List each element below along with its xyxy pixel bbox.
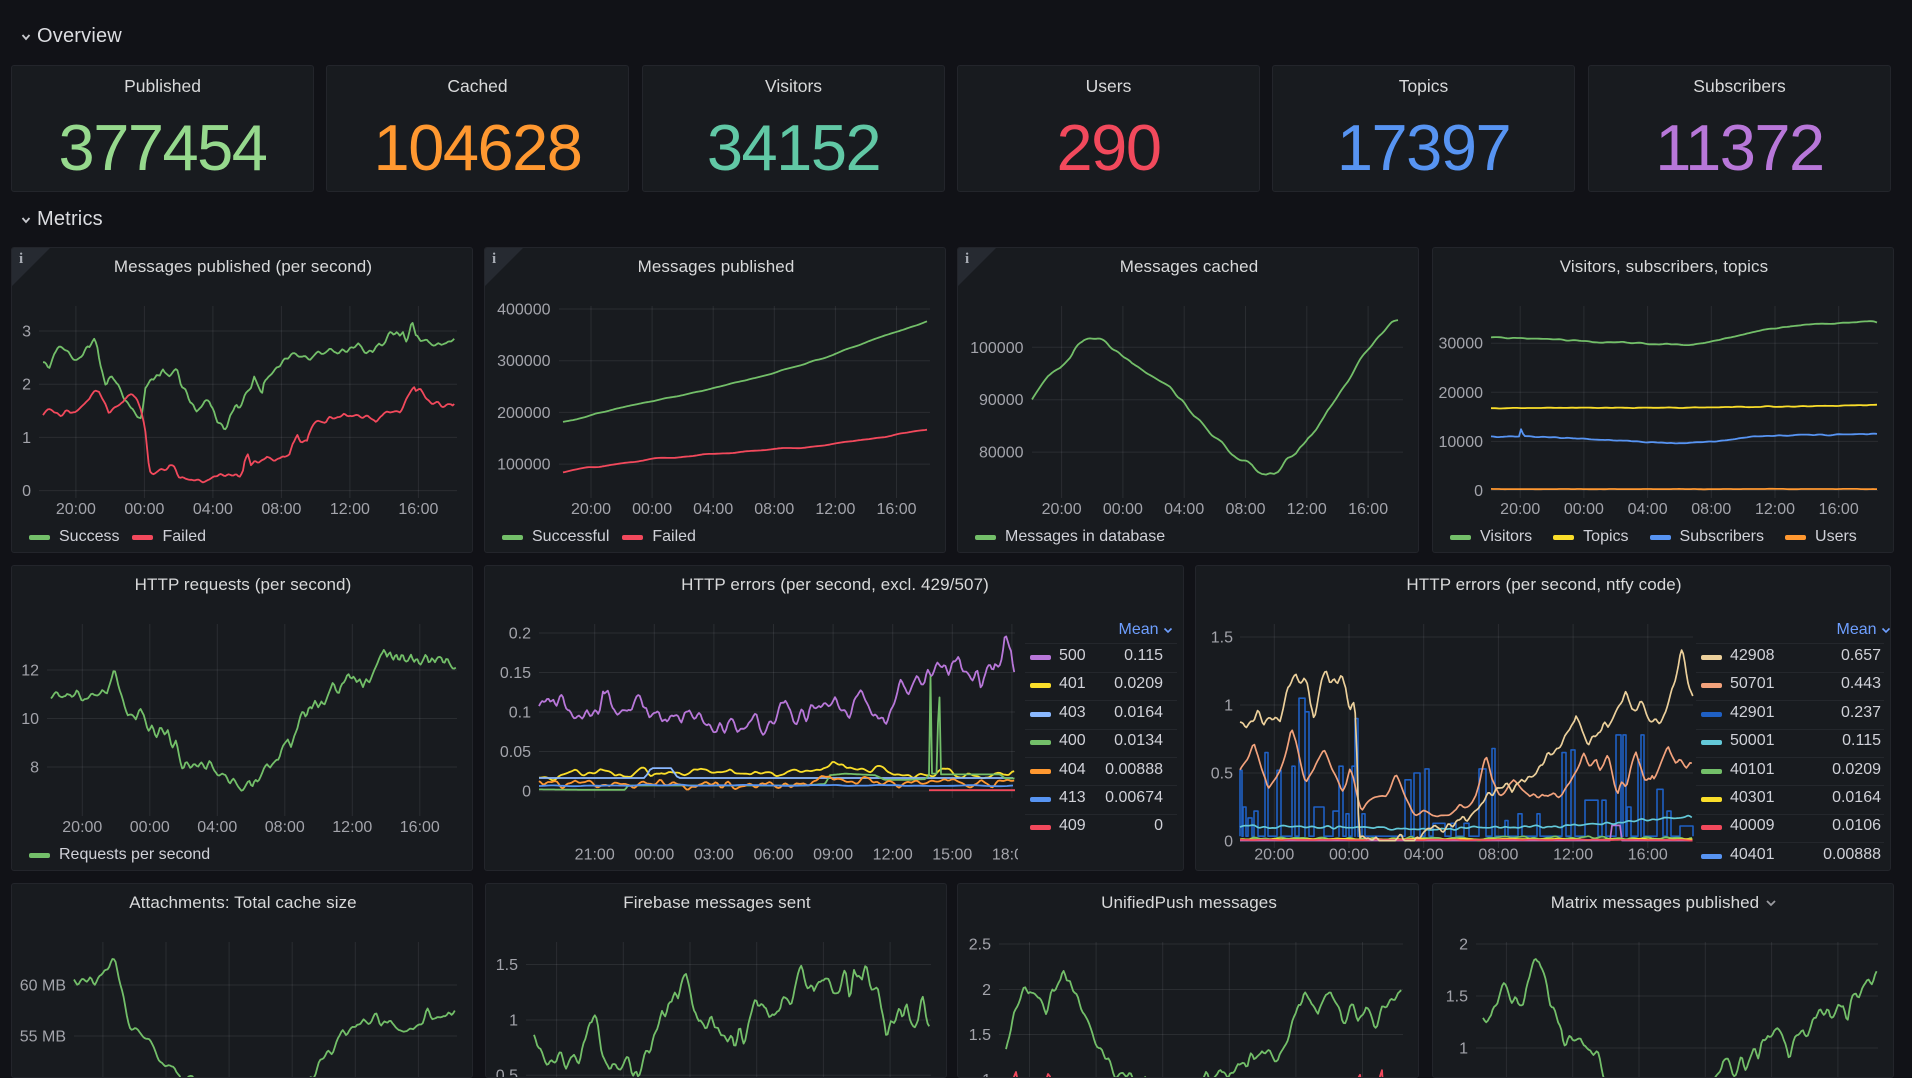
svg-text:00:00: 00:00 [130, 819, 170, 836]
svg-text:08:00: 08:00 [265, 819, 305, 836]
svg-text:09:00: 09:00 [813, 847, 853, 864]
svg-text:20:00: 20:00 [1254, 847, 1294, 864]
svg-text:16:00: 16:00 [398, 501, 438, 518]
svg-text:04:00: 04:00 [193, 501, 233, 518]
svg-text:12:00: 12:00 [1287, 501, 1327, 518]
svg-text:08:00: 08:00 [1225, 501, 1265, 518]
svg-text:60 MB: 60 MB [20, 978, 66, 995]
svg-text:12:00: 12:00 [815, 501, 855, 518]
svg-text:2.5: 2.5 [969, 937, 991, 954]
svg-text:12:00: 12:00 [1553, 847, 1593, 864]
svg-text:0: 0 [1224, 834, 1233, 851]
svg-text:1.5: 1.5 [496, 957, 518, 974]
svg-text:00:00: 00:00 [1103, 501, 1143, 518]
svg-text:04:00: 04:00 [197, 819, 237, 836]
svg-text:1: 1 [1224, 698, 1233, 715]
svg-text:08:00: 08:00 [754, 501, 794, 518]
svg-text:00:00: 00:00 [124, 501, 164, 518]
svg-text:00:00: 00:00 [1564, 501, 1604, 518]
svg-text:0: 0 [1474, 483, 1483, 500]
svg-text:0.1: 0.1 [509, 705, 531, 722]
svg-text:16:00: 16:00 [876, 501, 916, 518]
svg-text:10000: 10000 [1439, 434, 1484, 451]
svg-text:0.05: 0.05 [500, 744, 531, 761]
svg-text:1.5: 1.5 [969, 1027, 991, 1044]
svg-text:0.5: 0.5 [1211, 766, 1233, 783]
svg-text:300000: 300000 [497, 353, 550, 370]
svg-text:06:00: 06:00 [753, 847, 793, 864]
svg-text:1: 1 [22, 430, 31, 447]
svg-text:00:00: 00:00 [634, 847, 674, 864]
svg-text:12:00: 12:00 [1755, 501, 1795, 518]
svg-text:04:00: 04:00 [693, 501, 733, 518]
svg-text:90000: 90000 [979, 392, 1024, 409]
svg-text:04:00: 04:00 [1628, 501, 1668, 518]
svg-text:10: 10 [21, 711, 39, 728]
svg-text:8: 8 [30, 760, 39, 777]
svg-text:08:00: 08:00 [1478, 847, 1518, 864]
svg-text:16:00: 16:00 [1628, 847, 1668, 864]
svg-text:16:00: 16:00 [400, 819, 440, 836]
svg-text:1: 1 [1459, 1041, 1468, 1058]
svg-text:04:00: 04:00 [1404, 847, 1444, 864]
svg-text:1.5: 1.5 [1446, 989, 1468, 1006]
svg-text:55 MB: 55 MB [20, 1029, 66, 1046]
svg-text:200000: 200000 [497, 405, 550, 422]
svg-text:1: 1 [509, 1013, 518, 1030]
svg-text:2: 2 [1459, 937, 1468, 954]
svg-text:20:00: 20:00 [1042, 501, 1082, 518]
svg-text:04:00: 04:00 [1164, 501, 1204, 518]
svg-text:12:00: 12:00 [873, 847, 913, 864]
svg-text:1: 1 [982, 1072, 991, 1078]
svg-text:12:00: 12:00 [332, 819, 372, 836]
svg-text:30000: 30000 [1439, 336, 1484, 353]
svg-text:20:00: 20:00 [1500, 501, 1540, 518]
svg-text:03:00: 03:00 [694, 847, 734, 864]
svg-text:2: 2 [982, 982, 991, 999]
svg-text:100000: 100000 [497, 457, 550, 474]
svg-text:0: 0 [22, 483, 31, 500]
svg-text:20:00: 20:00 [571, 501, 611, 518]
svg-text:0.5: 0.5 [496, 1068, 518, 1078]
svg-text:16:00: 16:00 [1348, 501, 1388, 518]
svg-text:16:00: 16:00 [1819, 501, 1859, 518]
svg-text:1.5: 1.5 [1211, 630, 1233, 647]
svg-text:20000: 20000 [1439, 385, 1484, 402]
svg-text:0.15: 0.15 [500, 665, 531, 682]
svg-text:12: 12 [21, 663, 39, 680]
svg-text:0.2: 0.2 [509, 626, 531, 643]
svg-text:20:00: 20:00 [62, 819, 102, 836]
svg-text:3: 3 [22, 324, 31, 341]
svg-text:80000: 80000 [979, 445, 1024, 462]
svg-text:00:00: 00:00 [1329, 847, 1369, 864]
svg-text:0: 0 [522, 784, 531, 801]
svg-text:08:00: 08:00 [1691, 501, 1731, 518]
svg-text:2: 2 [22, 377, 31, 394]
svg-text:00:00: 00:00 [632, 501, 672, 518]
svg-text:20:00: 20:00 [56, 501, 96, 518]
svg-text:15:00: 15:00 [932, 847, 972, 864]
svg-text:12:00: 12:00 [330, 501, 370, 518]
svg-text:400000: 400000 [497, 302, 550, 319]
svg-text:21:00: 21:00 [575, 847, 615, 864]
svg-text:08:00: 08:00 [261, 501, 301, 518]
svg-text:100000: 100000 [970, 340, 1023, 357]
